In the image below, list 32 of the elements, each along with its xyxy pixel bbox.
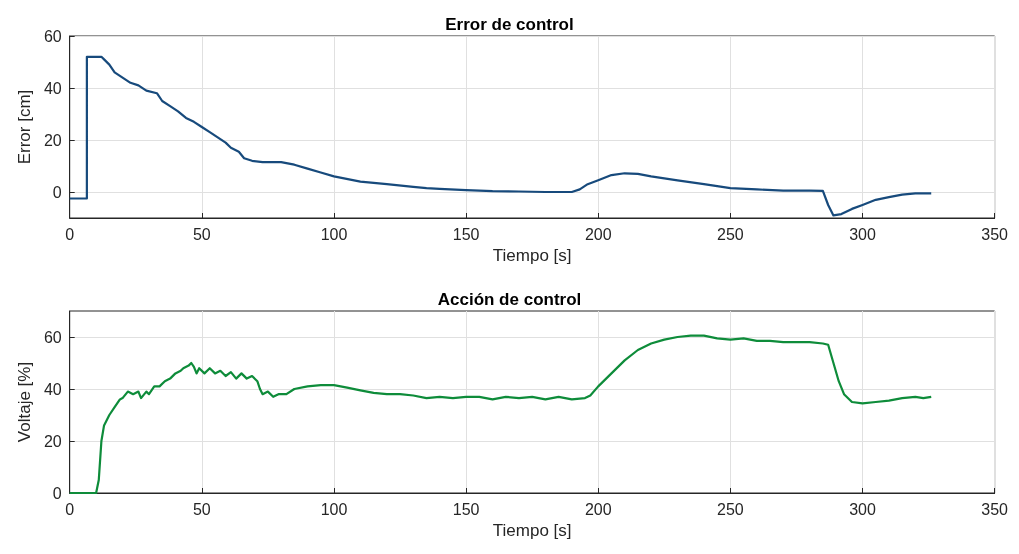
- x-tick-label: 300: [849, 225, 876, 243]
- x-tick-label: 0: [65, 500, 75, 518]
- x-tick-label: 200: [584, 225, 612, 243]
- chart-title: Acción de control: [437, 290, 582, 309]
- x-tick-label: 100: [320, 500, 348, 518]
- y-tick-label: 0: [52, 183, 62, 201]
- y-tick-label: 0: [52, 484, 62, 502]
- y-axis-title: Error [cm]: [15, 89, 34, 165]
- y-tick-label: 40: [43, 380, 62, 398]
- x-tick-label: 100: [320, 225, 348, 243]
- line-series: [68, 55, 933, 217]
- y-tick-label: 20: [43, 131, 62, 149]
- chart-title: Error de control: [445, 15, 574, 34]
- x-tick-label: 150: [452, 500, 480, 518]
- line-series: [68, 334, 933, 495]
- y-tick-label: 60: [43, 328, 62, 346]
- x-tick-label: 150: [452, 225, 480, 243]
- x-tick-label: 0: [65, 225, 75, 243]
- y-tick-label: 20: [43, 432, 62, 450]
- x-tick-label: 250: [717, 500, 744, 518]
- x-axis-title: Tiempo [s]: [492, 245, 572, 265]
- x-tick-label: 250: [717, 225, 744, 243]
- x-tick-label: 350: [981, 225, 1009, 243]
- y-tick-label: 60: [43, 27, 62, 45]
- x-axis-title: Tiempo [s]: [492, 520, 572, 540]
- y-axis-title: Voltaje [%]: [15, 361, 34, 443]
- y-tick-label: 40: [43, 79, 62, 97]
- x-tick-label: 350: [981, 500, 1009, 518]
- x-tick-label: 200: [584, 500, 612, 518]
- x-tick-label: 50: [192, 225, 211, 243]
- x-tick-label: 300: [849, 500, 876, 518]
- x-tick-label: 50: [192, 500, 211, 518]
